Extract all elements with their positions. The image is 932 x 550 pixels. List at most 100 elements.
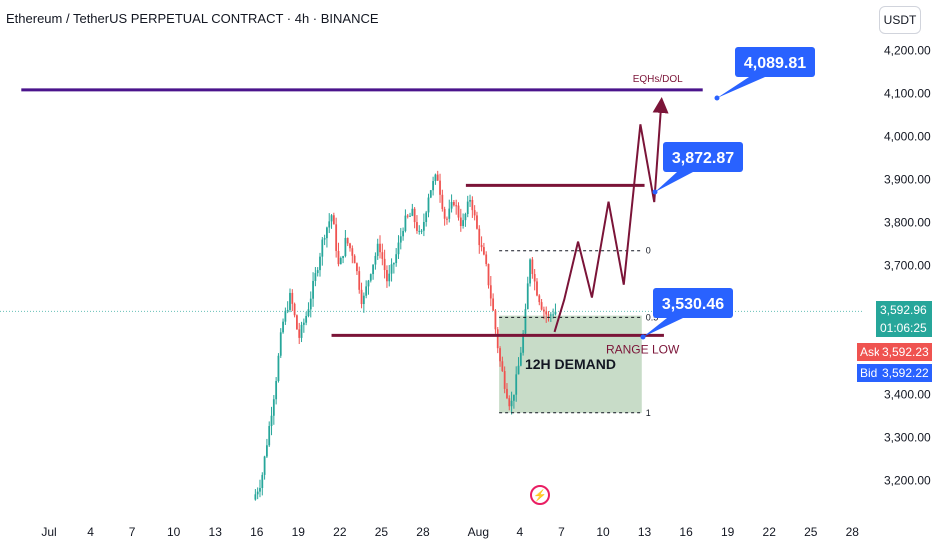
x-tick-label: 22 — [763, 525, 777, 539]
y-tick-label: 3,200.00 — [884, 473, 931, 487]
candle-body — [376, 243, 379, 256]
x-tick-label: 19 — [721, 525, 735, 539]
candle-body — [392, 263, 395, 265]
candle-body — [339, 258, 342, 265]
candle-body — [360, 289, 363, 305]
candle-body — [277, 355, 280, 381]
candle-body — [457, 205, 460, 218]
candle-body — [425, 212, 428, 223]
candle-body — [272, 399, 275, 416]
candle-body — [471, 199, 474, 211]
x-tick-label: 7 — [558, 525, 565, 539]
x-tick-label: 16 — [679, 525, 693, 539]
candle-body — [522, 333, 525, 353]
candle-body — [496, 329, 499, 349]
candle-body — [263, 456, 266, 475]
candle-body — [261, 474, 264, 489]
x-tick-label: 13 — [638, 525, 652, 539]
last-price-value: 3,592.96 — [880, 303, 927, 317]
candle-body — [512, 394, 515, 401]
price-target-callout: 4,089.81 — [714, 47, 815, 101]
candle-body — [314, 273, 317, 281]
candle-body — [536, 281, 538, 296]
candle-body — [358, 271, 361, 290]
candle-body — [319, 256, 321, 271]
price-axis: 3,200.003,300.003,400.003,500.003,600.00… — [884, 43, 931, 487]
x-tick-label: 16 — [250, 525, 264, 539]
time-axis: Jul 4 7 10 13 16 19 22 25 28 Aug 4 7 10 13 16 19 22 25 28 — [41, 525, 859, 539]
candle-body — [362, 295, 365, 305]
candle-body — [459, 217, 462, 226]
candle-body — [270, 415, 273, 427]
candle-body — [434, 174, 437, 182]
candle-body — [510, 400, 513, 407]
y-tick-label: 3,300.00 — [884, 430, 931, 444]
x-tick-label: 25 — [375, 525, 389, 539]
candle-body — [482, 247, 485, 255]
candle-body — [402, 230, 404, 237]
candle-body — [429, 190, 432, 198]
x-tick-label: Jul — [41, 525, 56, 539]
candle-body — [379, 243, 381, 253]
candle-body — [321, 239, 324, 257]
price-target-callout: 3,530.46 — [640, 288, 733, 340]
candle-body — [545, 311, 548, 315]
candle-body — [441, 194, 444, 209]
candle-body — [517, 365, 520, 375]
candle-body — [524, 309, 527, 334]
candle-body — [492, 298, 495, 311]
candle-body — [406, 215, 409, 217]
candle-body — [436, 174, 439, 181]
candle-body — [291, 292, 294, 304]
candle-body — [416, 222, 418, 231]
bid-price: 3,592.22 — [879, 364, 932, 382]
candle-body — [499, 348, 501, 362]
x-tick-label: 10 — [167, 525, 181, 539]
candle-body — [478, 228, 481, 246]
level-label: EQHs/DOL — [633, 74, 683, 85]
candle-body — [554, 311, 557, 315]
level-label: RANGE LOW — [606, 342, 680, 356]
candle-body — [411, 208, 414, 216]
candle-body — [466, 201, 469, 214]
x-tick-label: 7 — [129, 525, 136, 539]
candle-body — [300, 324, 303, 338]
candle-body — [390, 264, 393, 274]
lightning-icon[interactable]: ⚡ — [530, 485, 550, 505]
candle-body — [420, 230, 423, 232]
candle-body — [323, 238, 326, 240]
y-tick-label: 4,100.00 — [884, 86, 931, 100]
candle-body — [506, 388, 508, 399]
candle-body — [452, 202, 455, 206]
candle-body — [337, 250, 340, 265]
candle-body — [480, 245, 483, 248]
projection-path — [553, 96, 669, 333]
ask-price: 3,592.23 — [879, 343, 932, 361]
candle-body — [455, 205, 458, 207]
countdown-value: 01:06:25 — [880, 321, 927, 335]
candle-body — [485, 254, 488, 265]
candle-body — [462, 220, 465, 226]
candle-body — [279, 332, 282, 356]
candle-body — [487, 264, 490, 286]
bid-label: Bid — [857, 364, 879, 382]
x-tick-label: 19 — [292, 525, 306, 539]
candle-body — [289, 292, 291, 310]
annotation-layer: 12H DEMAND EQHs/DOL RANGE LOW 0 0.5 1 4,089.81… — [21, 47, 815, 418]
price-target-label: 3,530.46 — [662, 296, 724, 313]
currency-button[interactable]: USDT — [879, 6, 921, 34]
candle-body — [353, 255, 356, 264]
candle-body — [305, 315, 308, 323]
candle-body — [282, 321, 284, 333]
candle-body — [309, 298, 312, 310]
candle-body — [489, 285, 492, 299]
x-tick-label: 10 — [596, 525, 610, 539]
chart-title: Ethereum / TetherUS PERPETUAL CONTRACT ·… — [6, 11, 379, 26]
y-tick-label: 4,000.00 — [884, 129, 931, 143]
candle-body — [259, 488, 261, 492]
candle-body — [268, 426, 271, 446]
candle-body — [448, 208, 451, 219]
candle-body — [332, 215, 335, 225]
y-tick-label: 3,900.00 — [884, 172, 931, 186]
